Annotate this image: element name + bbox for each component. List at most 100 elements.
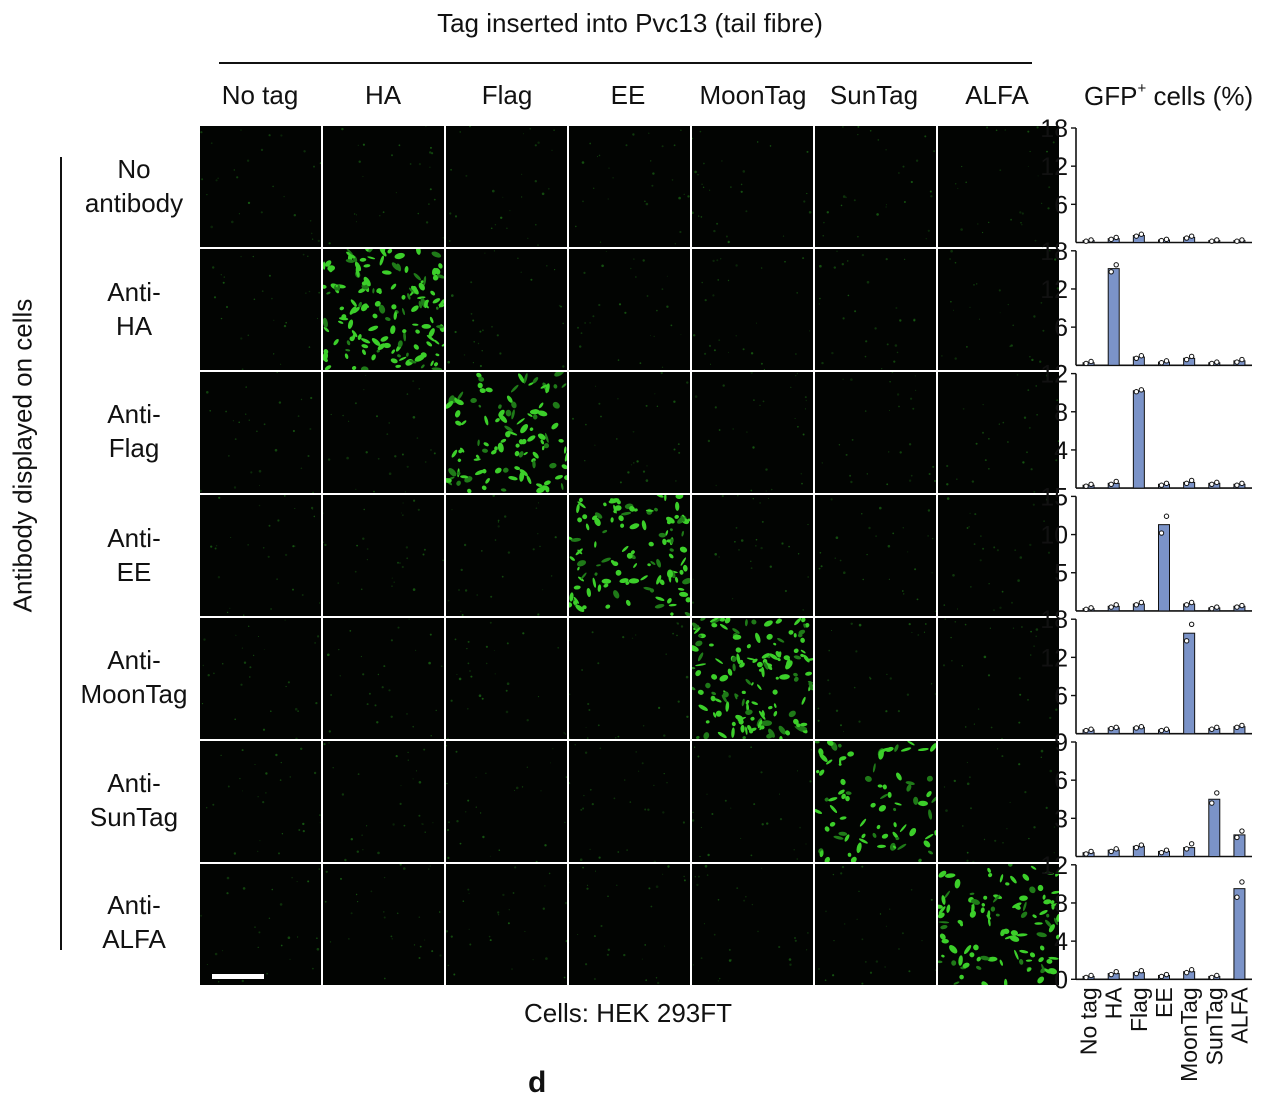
replicate-point — [1163, 236, 1170, 243]
row-label-line2: MoonTag — [80, 679, 188, 709]
replicate-point — [1158, 237, 1165, 244]
replicate-point — [1108, 848, 1114, 855]
bar-flag — [1132, 356, 1145, 366]
replicate-point — [1113, 602, 1119, 608]
replicate-point — [1088, 237, 1094, 243]
replicate-point — [1083, 483, 1089, 489]
row-label-anti-flag: Anti- Flag — [74, 397, 194, 465]
replicate-point — [1239, 480, 1245, 487]
gfp-title-rest: cells (%) — [1146, 81, 1254, 111]
figure-top-title: Tag inserted into Pvc13 (tail fibre) — [437, 8, 823, 38]
y-tick-label: 12 — [1040, 153, 1068, 181]
replicate-point — [1163, 847, 1170, 853]
micrograph-tile — [446, 126, 567, 247]
row-label-line1: Anti- — [107, 277, 161, 307]
replicate-point — [1138, 842, 1145, 848]
y-tick-label: 18 — [1040, 115, 1068, 143]
micrograph-tile — [692, 741, 813, 862]
replicate-point — [1183, 235, 1190, 241]
replicate-point — [1113, 724, 1119, 731]
micrograph-tile — [569, 741, 690, 862]
replicate-point — [1234, 482, 1240, 488]
replicate-point — [1083, 238, 1089, 244]
y-tick-label: 3 — [1054, 805, 1068, 833]
x-category-label: SunTag — [1201, 987, 1227, 1065]
x-category-label: MoonTag — [1176, 987, 1202, 1082]
micrograph-tile — [200, 372, 321, 493]
replicate-point — [1138, 353, 1145, 359]
row-label-line1: Anti- — [107, 768, 161, 798]
replicate-point — [1138, 231, 1145, 237]
micrograph-tile — [446, 495, 567, 616]
replicate-point — [1188, 477, 1195, 484]
micrograph-tile — [446, 372, 567, 493]
x-category-label: HA — [1101, 987, 1127, 1020]
column-label-ha: HA — [364, 80, 402, 110]
micrograph-tile — [200, 495, 321, 616]
replicate-point — [1133, 725, 1140, 731]
micrograph-tile — [692, 864, 813, 985]
micrograph-tile — [938, 249, 1059, 370]
fluorescence-image-grid — [200, 126, 1059, 985]
row-label-anti-ee: Anti- EE — [74, 521, 194, 589]
row-label-line2: EE — [116, 557, 152, 587]
y-tick-label: 8 — [1054, 890, 1068, 918]
replicate-point — [1113, 846, 1119, 852]
micrograph-tile — [815, 372, 936, 493]
micrograph-tile — [938, 864, 1059, 985]
replicate-point — [1183, 846, 1190, 852]
bar-ha — [1107, 849, 1120, 858]
replicate-point — [1183, 969, 1190, 976]
y-tick-label: 12 — [1040, 644, 1068, 672]
micrograph-tile — [200, 864, 321, 985]
replicate-point — [1163, 513, 1170, 519]
replicate-point — [1234, 724, 1240, 731]
bar-alfa — [1233, 834, 1246, 857]
replicate-point — [1088, 605, 1094, 611]
row-label-line1: Anti- — [107, 523, 161, 553]
replicate-point — [1214, 724, 1220, 731]
replicate-point — [1138, 387, 1145, 393]
bar-ha — [1107, 268, 1120, 366]
panel-letter: d — [528, 1066, 547, 1099]
replicate-point — [1239, 602, 1245, 609]
replicate-point — [1234, 894, 1240, 900]
replicate-point — [1209, 726, 1215, 732]
micrograph-tile — [200, 249, 321, 370]
replicate-point — [1113, 968, 1119, 975]
replicate-point — [1108, 604, 1114, 610]
micrograph-tile — [815, 864, 936, 985]
replicate-point — [1188, 353, 1195, 360]
micrograph-tile — [569, 495, 690, 616]
replicate-point — [1133, 389, 1140, 395]
replicate-point — [1108, 481, 1114, 487]
row-label-line1: Anti- — [107, 399, 161, 429]
replicate-point — [1209, 360, 1215, 367]
bar-flag — [1132, 845, 1145, 857]
micrograph-tile — [938, 618, 1059, 739]
y-tick-label: 6 — [1054, 767, 1068, 795]
y-tick-label: 12 — [1040, 852, 1068, 880]
micrograph-tile — [815, 126, 936, 247]
row-label-no-antibody: No antibody — [74, 152, 194, 220]
micrograph-tile — [446, 618, 567, 739]
micrograph-tile — [569, 249, 690, 370]
micrograph-tile — [938, 741, 1059, 862]
gfp-bar-charts: 6 12 18 6 12 18 4 8 12 5 10 15 6 12 18 3 6 9 0 4 8 12 No tag HA… — [1040, 115, 1252, 1082]
replicate-point — [1158, 530, 1165, 536]
y-tick-label: 6 — [1054, 683, 1068, 711]
row-label-line2: SunTag — [89, 802, 179, 832]
column-label-no-tag: No tag — [221, 80, 299, 110]
x-category-label: Flag — [1126, 987, 1152, 1032]
micrograph-tile — [692, 126, 813, 247]
micrograph-tile — [569, 372, 690, 493]
y-tick-label: 18 — [1040, 606, 1068, 634]
row-label-anti-suntag: Anti- SunTag — [74, 766, 194, 834]
row-label-line1: No — [117, 154, 151, 184]
column-label-suntag: SunTag — [829, 80, 919, 110]
micrograph-tile — [692, 249, 813, 370]
replicate-point — [1113, 234, 1119, 241]
replicate-point — [1209, 974, 1215, 981]
y-tick-label: 6 — [1054, 191, 1068, 219]
replicate-point — [1214, 604, 1220, 610]
